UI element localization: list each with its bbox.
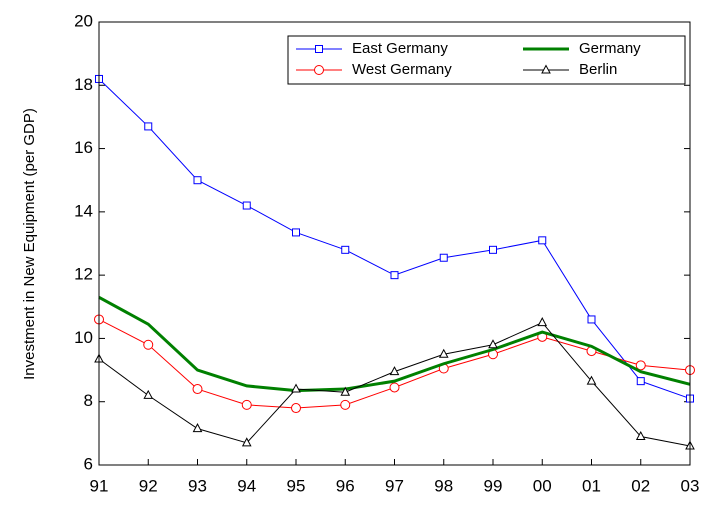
y-tick-label: 6 xyxy=(84,454,93,473)
legend-label: Berlin xyxy=(579,61,617,78)
marker xyxy=(538,236,547,245)
plot-frame xyxy=(98,21,691,466)
x-tick-label: 01 xyxy=(582,476,601,495)
series-line xyxy=(98,295,691,393)
y-tick-label: 16 xyxy=(74,138,93,157)
marker xyxy=(341,245,350,254)
legend-box xyxy=(287,35,686,85)
x-tick-label: 94 xyxy=(237,476,256,495)
marker xyxy=(192,384,203,395)
y-tick-label: 8 xyxy=(84,391,93,410)
x-tick-label: 98 xyxy=(434,476,453,495)
legend: East Germany West Germany Germany Berlin xyxy=(287,35,686,85)
marker xyxy=(242,201,251,210)
marker xyxy=(340,386,351,396)
y-tick-label: 10 xyxy=(74,328,93,347)
marker xyxy=(635,360,646,371)
marker xyxy=(291,383,301,393)
x-tick-label: 03 xyxy=(681,476,700,495)
marker xyxy=(340,399,351,410)
marker xyxy=(489,245,497,254)
marker xyxy=(488,339,498,349)
marker xyxy=(314,65,324,75)
marker xyxy=(587,315,596,324)
marker xyxy=(438,348,449,358)
x-tick-label: 99 xyxy=(484,476,503,495)
x-tick-label: 95 xyxy=(287,476,306,495)
legend-label: Germany xyxy=(579,40,641,57)
marker xyxy=(291,403,301,414)
y-tick-label: 20 xyxy=(74,11,93,30)
series-line xyxy=(98,318,691,409)
marker xyxy=(389,366,400,376)
marker xyxy=(193,176,202,185)
marker xyxy=(390,271,399,280)
marker xyxy=(241,399,252,410)
marker xyxy=(636,377,645,386)
x-tick-label: 92 xyxy=(139,476,158,495)
marker xyxy=(143,389,154,399)
marker xyxy=(439,253,448,262)
marker xyxy=(541,64,551,74)
y-tick-label: 18 xyxy=(74,75,93,94)
x-tick-label: 97 xyxy=(385,476,404,495)
legend-label: East Germany xyxy=(352,40,448,57)
y-tick-label: 14 xyxy=(74,201,93,220)
marker xyxy=(315,45,323,53)
marker xyxy=(635,430,646,441)
marker xyxy=(241,437,252,447)
x-tick-label: 93 xyxy=(188,476,207,495)
legend-label: West Germany xyxy=(352,61,452,78)
y-tick-label: 12 xyxy=(74,265,93,284)
marker xyxy=(537,317,548,327)
marker xyxy=(144,122,153,131)
y-axis-label: Investment in New Equipment (per GDP) xyxy=(21,108,38,380)
marker xyxy=(292,228,300,237)
x-tick-label: 00 xyxy=(533,476,552,495)
marker xyxy=(192,423,203,433)
marker xyxy=(389,382,400,393)
x-tick-label: 96 xyxy=(336,476,355,495)
marker xyxy=(143,339,154,350)
x-tick-label: 02 xyxy=(631,476,650,495)
marker xyxy=(586,375,597,385)
x-tick-label: 91 xyxy=(90,476,109,495)
